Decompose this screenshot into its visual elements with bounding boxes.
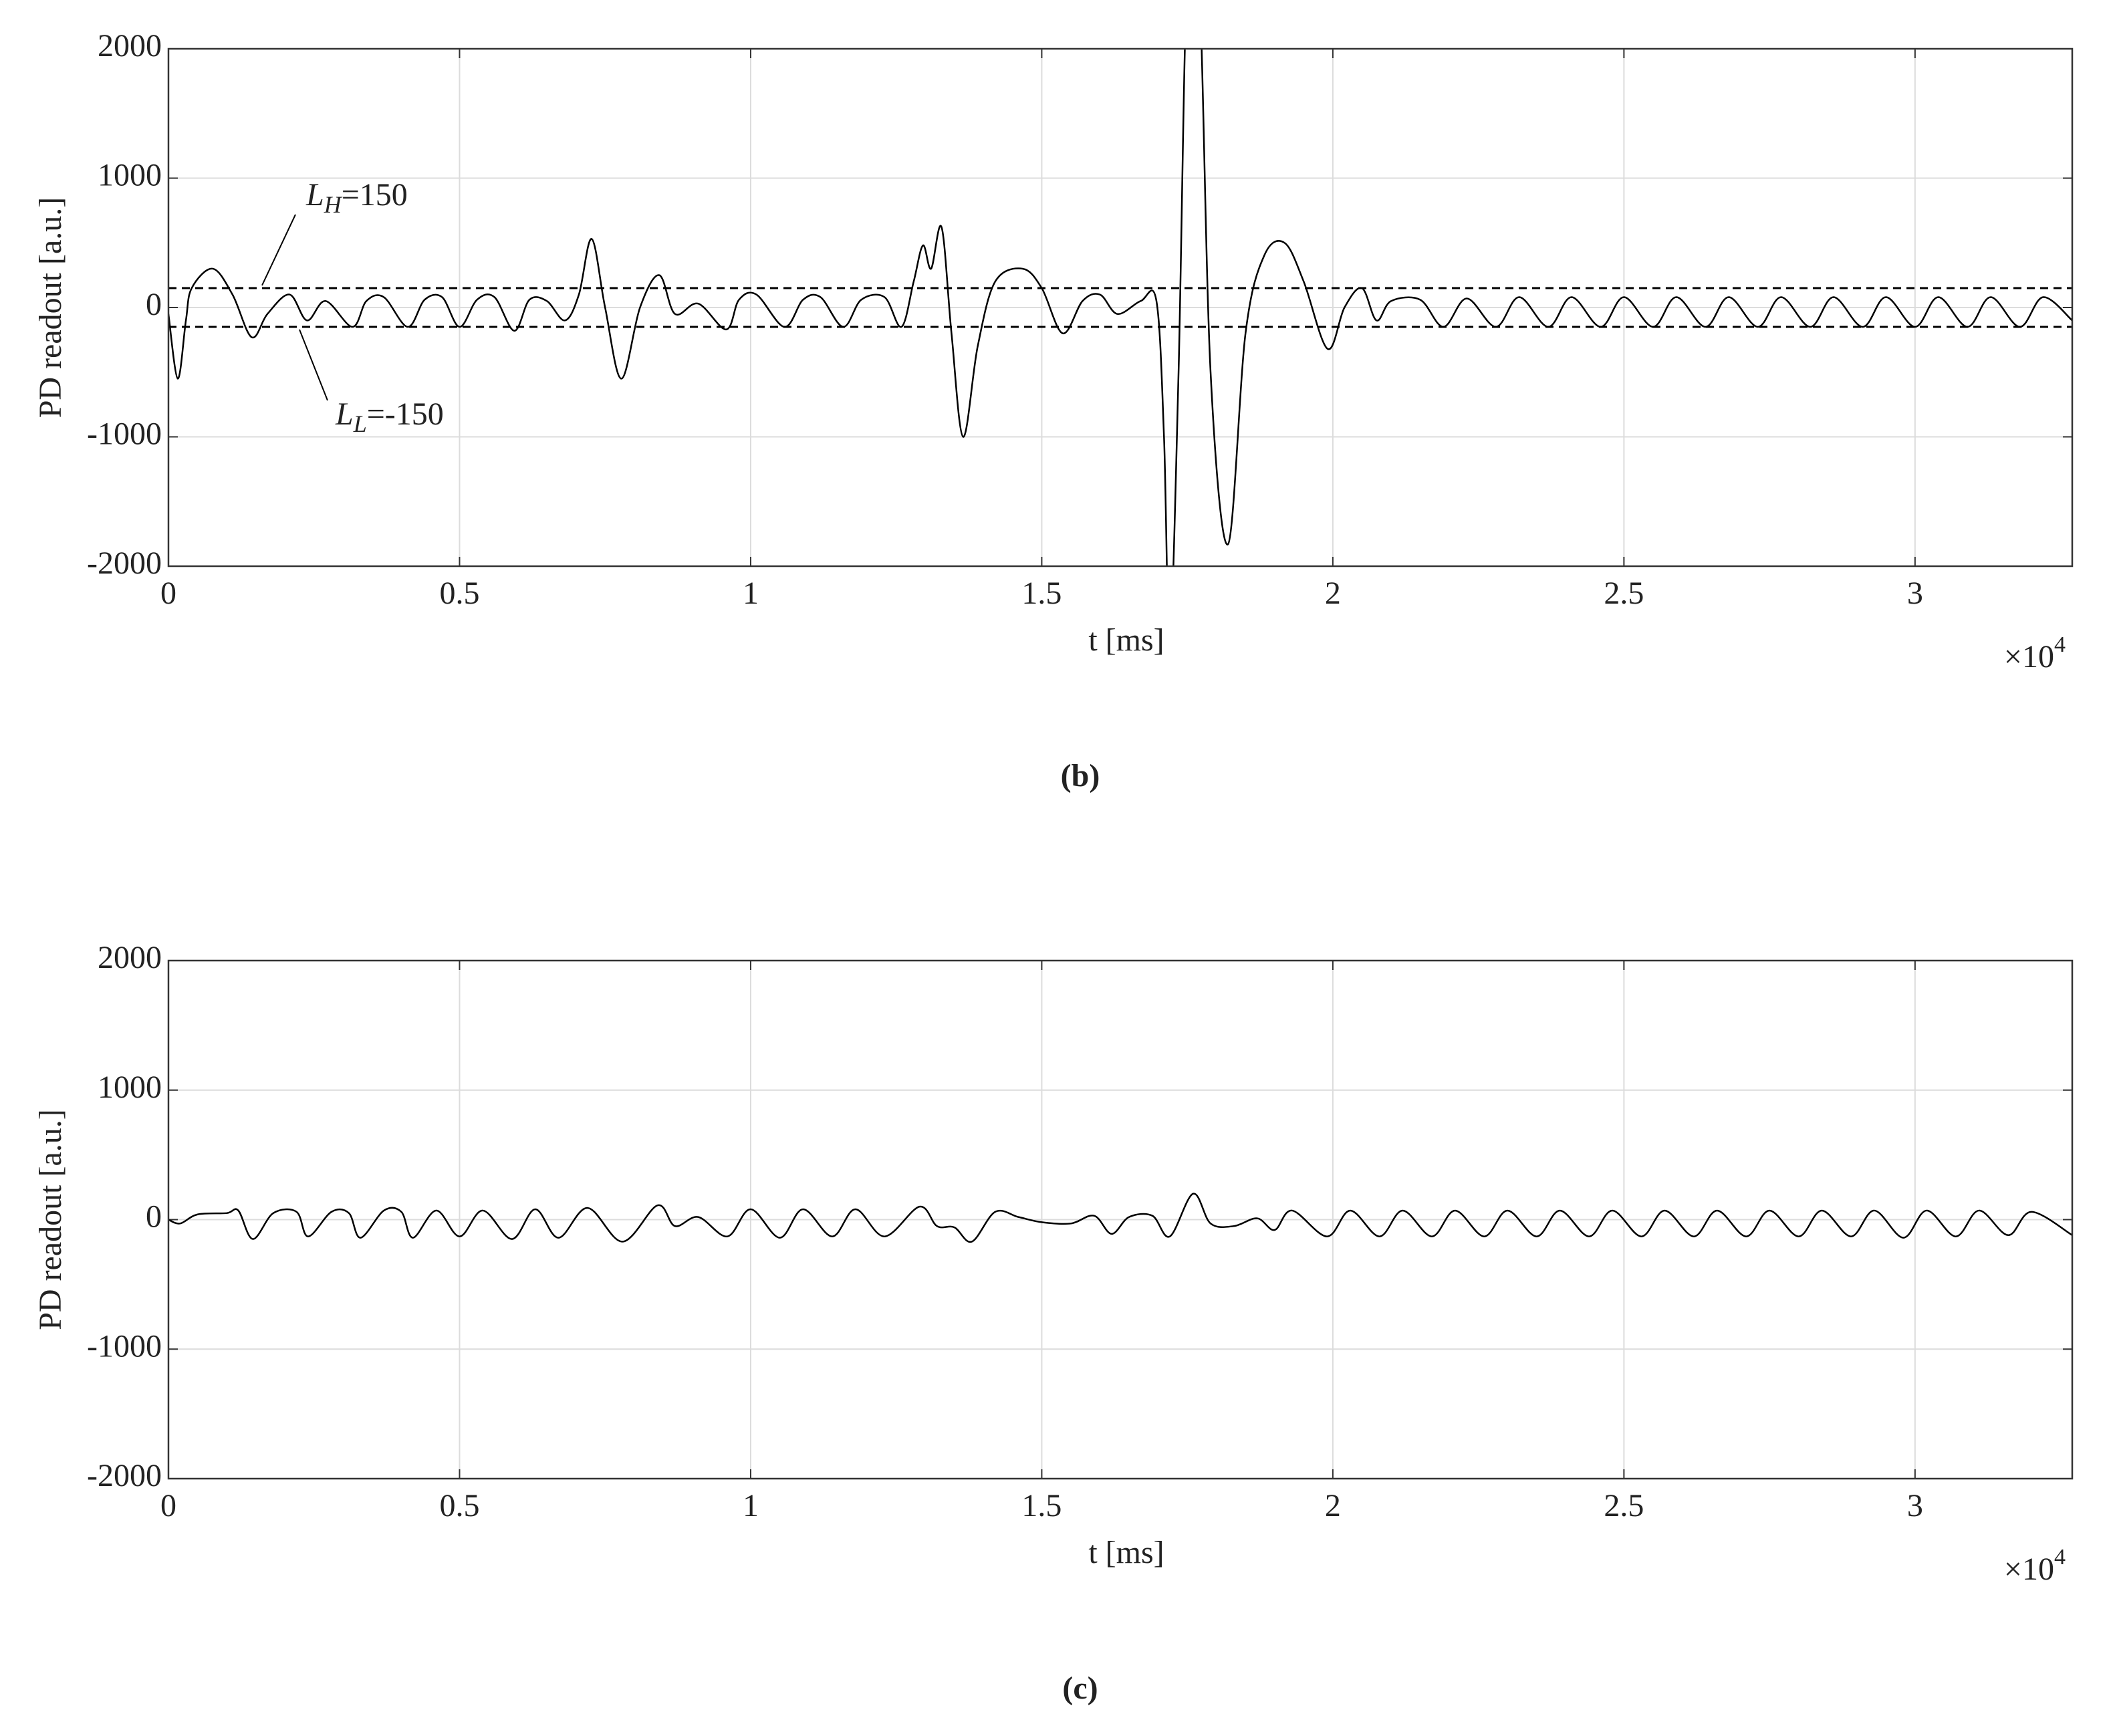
x-tick-label: 3 <box>1907 1488 1923 1523</box>
x-multiplier: ×104 <box>2004 1545 2066 1587</box>
x-tick-label: 1.5 <box>1021 576 1062 611</box>
x-tick-label: 1 <box>743 576 759 611</box>
x-tick-label: 2.5 <box>1604 576 1644 611</box>
x-tick-label: 0.5 <box>439 1488 479 1523</box>
y-tick-label: -2000 <box>87 545 162 581</box>
label-sub: H <box>324 191 343 218</box>
x-axis-label: t [ms] <box>1088 622 1164 658</box>
threshold-label: LH=150 <box>305 177 408 218</box>
y-tick-label: -2000 <box>87 1458 162 1493</box>
chart: 0 0.5 1 1.5 2 2.5 3 -2000 -1000 0 1000 2000 PD reado… <box>33 940 2074 1706</box>
y-tick-label: 1000 <box>98 158 162 193</box>
x-axis-label: t [ms] <box>1088 1535 1164 1570</box>
multiplier-exponent: 4 <box>2054 632 2066 657</box>
x-tick-label: 0 <box>160 576 176 611</box>
data-line <box>168 49 2072 566</box>
panel-label: (b) <box>1061 758 1100 793</box>
x-tick-label: 2 <box>1325 576 1341 611</box>
x-tick-label: 1 <box>743 1488 759 1523</box>
x-tick-label: 3 <box>1907 576 1923 611</box>
multiplier-base: ×10 <box>2004 1552 2054 1587</box>
label-rest: =150 <box>342 177 408 213</box>
leader-line <box>299 329 328 401</box>
data-line <box>168 1193 2072 1243</box>
y-tick-label: 0 <box>146 1199 162 1235</box>
label-rest: =-150 <box>367 396 444 432</box>
y-tick-label: -1000 <box>87 416 162 452</box>
chart: 0 0.5 1 1.5 2 2.5 3-2000-1000010002000LH=150LL… <box>33 28 2074 793</box>
y-tick-label: 2000 <box>98 940 162 975</box>
x-tick-label: 2 <box>1325 1488 1341 1523</box>
label-sub: L <box>353 410 367 437</box>
label-main: L <box>305 177 324 213</box>
x-tick-label: 2.5 <box>1604 1488 1644 1523</box>
x-tick-label: 0 <box>160 1488 176 1523</box>
plot-frame <box>167 47 2074 568</box>
y-tick-label: 0 <box>146 287 162 322</box>
multiplier-exponent: 4 <box>2054 1545 2066 1570</box>
x-tick-label: 1.5 <box>1021 1488 1062 1523</box>
y-axis-label: PD readout [a.u.] <box>33 197 68 418</box>
label-main: L <box>335 396 354 432</box>
leader-line <box>261 214 296 286</box>
x-tick-label: 0.5 <box>439 576 479 611</box>
x-multiplier: ×104 <box>2004 632 2066 674</box>
y-tick-label: -1000 <box>87 1328 162 1364</box>
multiplier-base: ×10 <box>2004 639 2054 674</box>
plot-frame <box>167 959 2074 1480</box>
y-tick-label: 1000 <box>98 1070 162 1105</box>
y-tick-label: 2000 <box>98 28 162 64</box>
threshold-label: LL=-150 <box>335 396 444 437</box>
y-axis-label: PD readout [a.u.] <box>33 1109 68 1330</box>
panel-label: (c) <box>1062 1670 1098 1706</box>
